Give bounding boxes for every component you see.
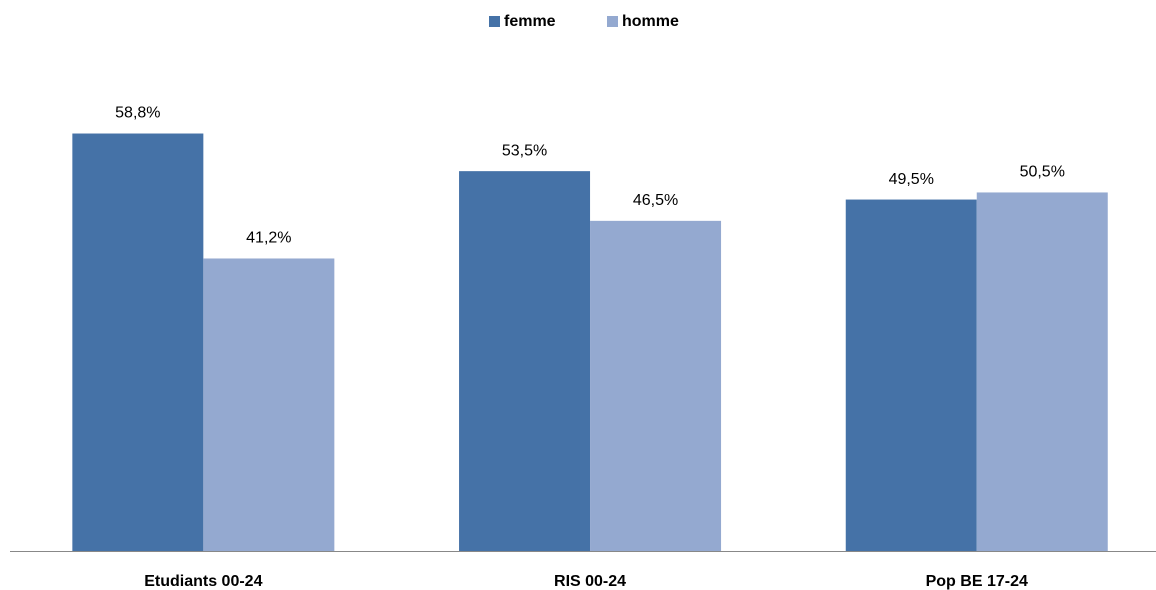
- value-label: 50,5%: [1020, 164, 1065, 181]
- value-label: 53,5%: [502, 142, 547, 159]
- value-label: 41,2%: [246, 230, 291, 247]
- bar: [459, 171, 591, 551]
- value-label: 58,8%: [115, 105, 160, 122]
- legend-swatch: [489, 16, 500, 27]
- x-tick-label: Etudiants 00-24: [144, 573, 262, 590]
- bar: [203, 258, 335, 551]
- legend-swatch: [607, 16, 618, 27]
- bar: [976, 192, 1108, 551]
- bar: [72, 133, 204, 551]
- bar: [590, 220, 722, 551]
- legend-label: homme: [622, 13, 679, 30]
- value-label: 46,5%: [633, 192, 678, 209]
- x-tick-label: RIS 00-24: [554, 573, 626, 590]
- bar: [845, 199, 977, 552]
- value-label: 49,5%: [889, 171, 934, 188]
- legend-label: femme: [504, 13, 556, 30]
- x-tick-label: Pop BE 17-24: [926, 573, 1028, 590]
